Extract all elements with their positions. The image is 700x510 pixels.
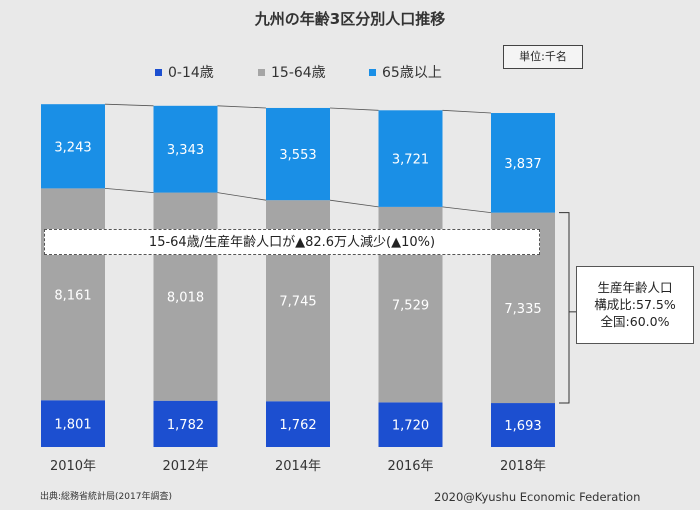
data-label-2012年-1: 8,018 [167, 291, 204, 306]
summary-line-3: 全国:60.0% [600, 314, 670, 329]
x-tick-label-2012年: 2012年 [162, 459, 208, 474]
bracket-15-64 [559, 212, 570, 404]
bar-segment-2018年-2 [491, 113, 555, 213]
connector-line-top-2 [329, 107, 379, 111]
bar-segment-2010年-0 [41, 400, 105, 447]
bar-segment-2010年-1 [41, 188, 105, 401]
data-label-2012年-0: 1,782 [167, 418, 204, 433]
bar-segment-2012年-1 [153, 192, 218, 401]
bar-segment-2018年-0 [491, 403, 555, 447]
legend-swatch-65-plus [369, 68, 376, 76]
bar-segment-2010年-2 [41, 104, 105, 189]
legend-label-0-14: 0-14歳 [168, 65, 214, 81]
legend-swatch-15-64 [258, 68, 265, 76]
data-label-2016年-1: 7,529 [392, 299, 429, 314]
data-label-2016年-2: 3,721 [392, 153, 429, 168]
bar-segment-2014年-0 [266, 401, 330, 447]
legend-item-15-64: 15-64歳 [258, 62, 326, 82]
connector-line-15-64-0 [104, 187, 154, 193]
bar-segment-2016年-0 [378, 402, 443, 447]
bar-segment-2016年-2 [378, 110, 443, 207]
connector-line-top-0 [104, 103, 154, 107]
data-label-2014年-0: 1,762 [279, 418, 316, 433]
copyright: 2020@Kyushu Economic Federation [434, 490, 641, 504]
annotation-box: 15-64歳/生産年齢人口が▲82.6万人減少(▲10%) [44, 229, 540, 255]
x-tick-label-2014年: 2014年 [275, 459, 321, 474]
bar-segment-2014年-2 [266, 107, 330, 201]
source-note: 出典:総務省統計局(2017年調査) [40, 492, 172, 502]
legend-swatch-0-14 [155, 68, 162, 76]
summary-line-2: 構成比:57.5% [594, 297, 676, 312]
data-label-2010年-1: 8,161 [54, 288, 91, 303]
data-label-2018年-2: 3,837 [504, 157, 541, 172]
chart-title: 九州の年齢3区分別人口推移 [254, 10, 446, 28]
x-tick-label-2016年: 2016年 [387, 459, 433, 474]
bar-segment-2012年-2 [153, 105, 218, 193]
connector-line-15-64-3 [442, 206, 492, 214]
data-label-2010年-2: 3,243 [54, 140, 91, 155]
connector-line-top-3 [442, 109, 492, 114]
data-label-2010年-0: 1,801 [54, 418, 91, 433]
data-label-2014年-1: 7,745 [279, 295, 316, 310]
data-label-2014年-2: 3,553 [279, 148, 316, 163]
data-label-2018年-1: 7,335 [504, 302, 541, 317]
x-tick-label-2018年: 2018年 [500, 459, 546, 474]
connector-line-15-64-2 [329, 199, 379, 208]
data-label-2012年-2: 3,343 [167, 143, 204, 158]
legend-label-15-64: 15-64歳 [271, 65, 326, 81]
connector-line-top-1 [217, 105, 267, 109]
bar-segment-2012年-0 [153, 400, 218, 447]
data-label-2018年-0: 1,693 [504, 419, 541, 434]
data-label-2016年-0: 1,720 [392, 419, 429, 434]
connector-line-15-64-1 [217, 192, 267, 201]
legend-item-0-14: 0-14歳 [155, 62, 214, 82]
legend-item-65-plus: 65歳以上 [369, 62, 442, 82]
summary-box: 生産年齢人口 構成比:57.5% 全国:60.0% [576, 266, 694, 344]
unit-label: 単位:千名 [503, 45, 583, 69]
legend-label-65-plus: 65歳以上 [382, 65, 442, 81]
x-tick-label-2010年: 2010年 [50, 459, 96, 474]
summary-line-1: 生産年齢人口 [597, 280, 673, 295]
